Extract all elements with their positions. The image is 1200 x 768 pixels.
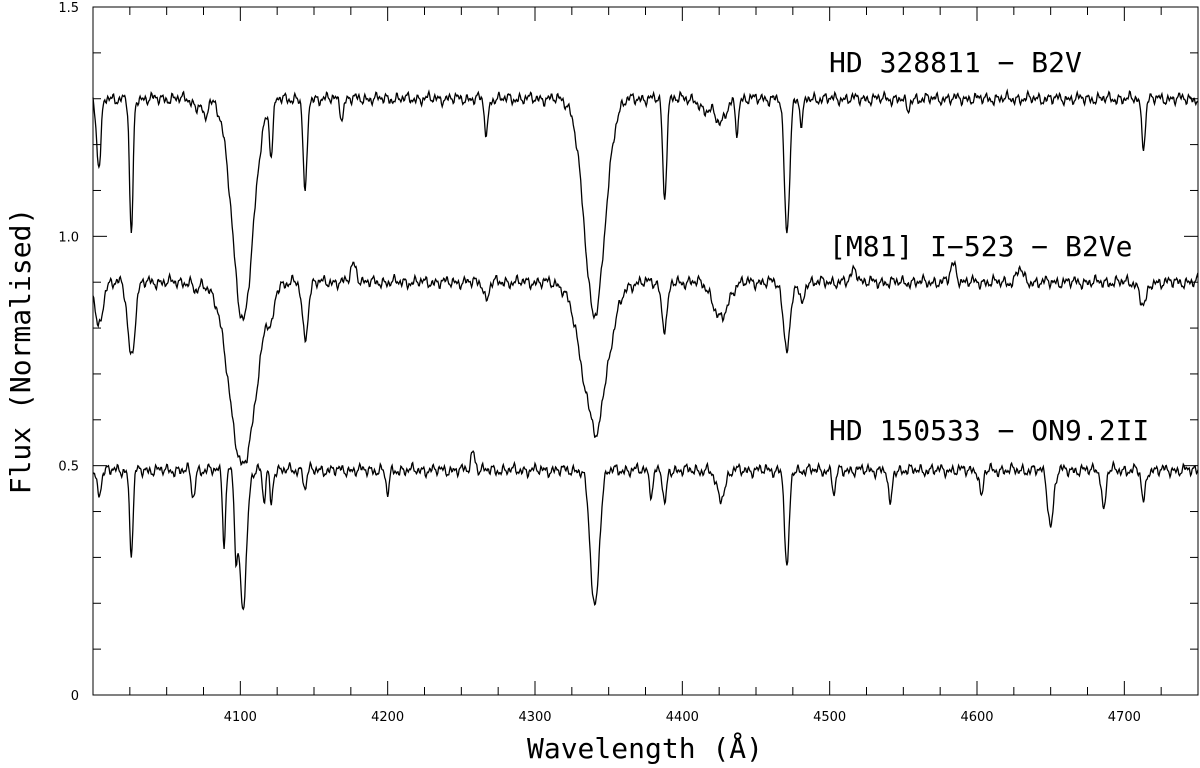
series-label: HD 150533 − ON9.2II [829,414,1149,447]
y-tick-label: 0.5 [58,460,79,475]
axis-ticks [93,7,1199,695]
spectrum-line [92,450,1199,611]
y-tick-label: 1.5 [58,1,79,16]
series-label: HD 328811 − B2V [829,46,1082,79]
spectra-labels: HD 328811 − B2V [M81] I−523 − B2Ve HD 1505… [829,46,1149,447]
x-tick-label: 4100 [224,710,257,725]
axis-tick-labels: 4100 4200 4300 4400 4500 4600 4700 0 0.5 1.0 1.5 [58,1,1141,725]
x-tick-label: 4400 [666,710,699,725]
y-tick-label: 1.0 [58,230,79,245]
plot-frame [92,6,1199,696]
x-tick-label: 4300 [518,710,551,725]
y-axis-title: Flux (Normalised) [4,208,37,495]
series-label: [M81] I−523 − B2Ve [829,230,1132,263]
y-tick-label: 0 [71,689,79,704]
x-axis-title: Wavelength (Å) [527,731,763,765]
x-tick-label: 4600 [960,710,993,725]
x-tick-label: 4500 [813,710,846,725]
spectrum-line [92,88,1199,322]
x-tick-label: 4700 [1108,710,1141,725]
spectra-series [92,88,1199,611]
x-tick-label: 4200 [371,710,404,725]
spectrum-line [92,259,1199,467]
